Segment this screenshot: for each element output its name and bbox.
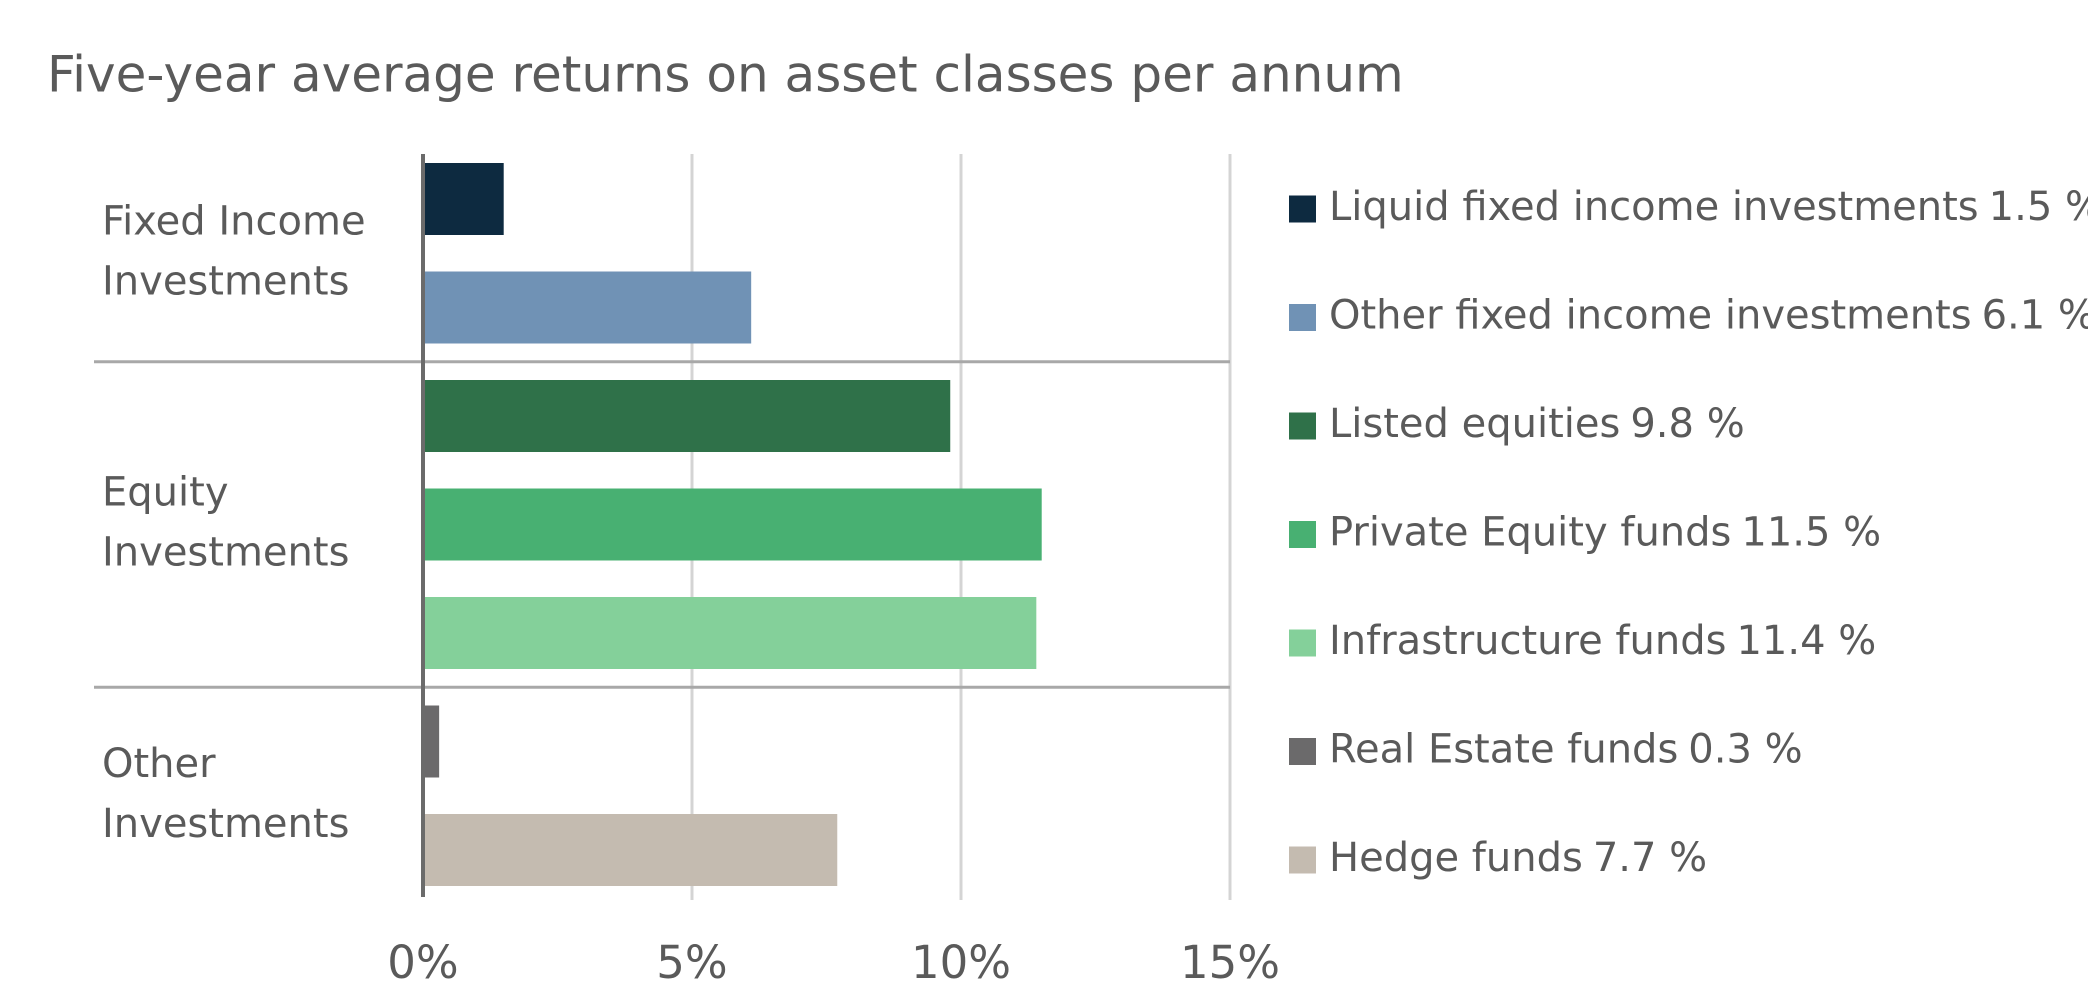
chart-title: Five-year average returns on asset class…	[47, 46, 1404, 104]
bar	[423, 380, 951, 452]
legend-value: 11.4 %	[1736, 618, 1876, 664]
group-label-line: Other	[102, 741, 216, 787]
bar	[423, 705, 440, 778]
legend-value: 11.5 %	[1741, 510, 1881, 556]
x-tick-label: 0%	[387, 936, 458, 989]
legend-entry: Listed equities 9.8 %	[1329, 401, 1745, 447]
legend-value: 7.7 %	[1593, 835, 1707, 881]
group-label-line: Investments	[102, 801, 349, 847]
legend-name: Private Equity funds	[1329, 510, 1731, 556]
legend-swatch	[1289, 521, 1316, 548]
legend-entry: Infrastructure funds 11.4 %	[1329, 618, 1876, 664]
legend-swatch	[1289, 846, 1316, 874]
group-label-line: Equity	[102, 470, 228, 516]
group-label-line: Investments	[102, 530, 349, 576]
group-label: Other Investments	[102, 741, 349, 847]
x-tick-label: 5%	[656, 936, 727, 989]
legend-value: 0.3 %	[1688, 727, 1802, 773]
legend-swatch	[1289, 304, 1316, 331]
group-label-line: Investments	[102, 258, 349, 304]
bar	[423, 814, 838, 886]
bar	[423, 597, 1037, 669]
legend-name: Infrastructure funds	[1329, 618, 1726, 664]
bar	[423, 488, 1042, 561]
x-tick-label: 15%	[1180, 936, 1280, 989]
group-label-line: Fixed Income	[102, 198, 366, 244]
legend-name: Real Estate funds	[1329, 727, 1678, 773]
legend-value: 6.1 %	[1982, 293, 2088, 339]
legend-entry: Private Equity funds 11.5 %	[1329, 510, 1881, 556]
legend-value: 9.8 %	[1630, 401, 1744, 447]
bar	[423, 163, 504, 235]
legend-value: 1.5 %	[1989, 184, 2088, 230]
bar	[423, 271, 752, 344]
x-tick-label: 10%	[911, 936, 1011, 989]
legend-swatch	[1289, 738, 1316, 765]
legend-name: Other fixed income investments	[1329, 293, 1972, 339]
legend-swatch	[1289, 629, 1316, 657]
legend-name: Liquid fixed income investments	[1329, 184, 1979, 230]
legend-swatch	[1289, 412, 1316, 440]
group-label: Fixed Income Investments	[102, 198, 366, 304]
legend-entry: Hedge funds 7.7 %	[1329, 835, 1707, 881]
legend-entry: Real Estate funds 0.3 %	[1329, 727, 1803, 773]
legend-swatch	[1289, 195, 1316, 223]
legend-entry: Other fixed income investments 6.1 %	[1329, 293, 2088, 339]
legend-name: Hedge funds	[1329, 835, 1583, 881]
group-label: Equity Investments	[102, 470, 349, 576]
legend-name: Listed equities	[1329, 401, 1620, 447]
